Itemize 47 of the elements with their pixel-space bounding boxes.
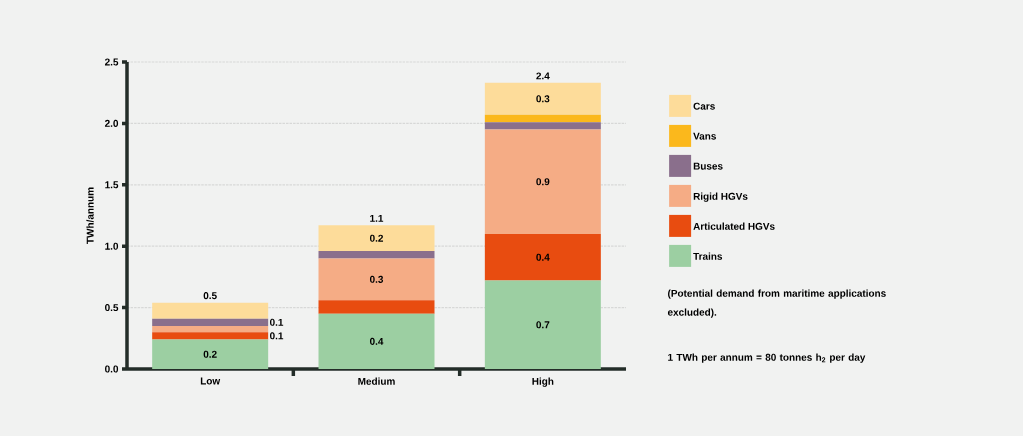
bar [484, 280, 601, 369]
legend-label: Cars [693, 102, 715, 110]
data-label: 0.1 [269, 318, 284, 326]
y-tick-label: 1.5 [105, 181, 119, 189]
bar [318, 300, 435, 314]
bar [152, 318, 269, 327]
bar [484, 82, 601, 115]
bar [484, 122, 601, 130]
bar [484, 114, 601, 123]
bar [318, 225, 435, 252]
bar [484, 129, 601, 234]
legend-label: Buses [693, 162, 723, 170]
bar [318, 251, 435, 259]
y-axis-title: TWh/annum [86, 187, 94, 244]
y-tick-label: 2.0 [104, 119, 119, 127]
legend-label: Rigid HGVs [693, 192, 748, 202]
legend-label: Articulated HGVs [693, 222, 775, 230]
legend-label: Vans [693, 132, 716, 140]
text: (Potential demand from maritime applications excluded). [667, 289, 886, 318]
y-tick-label: 0.0 [105, 365, 119, 373]
total-label: 2.4 [536, 72, 550, 80]
data-label: 0.1 [269, 332, 284, 340]
data-label: 0.4 [536, 253, 550, 261]
data-label: 0.3 [536, 95, 550, 103]
data-label: 0.9 [536, 178, 550, 186]
data-label: 0.2 [203, 350, 217, 358]
bar [152, 326, 269, 333]
data-label: 0.7 [536, 321, 550, 329]
bar [152, 302, 269, 319]
x-tick-label: Low [200, 377, 221, 385]
bar [152, 339, 269, 369]
data-label: 0.4 [369, 337, 384, 345]
bar [152, 332, 269, 340]
y-tick-label: 1.0 [105, 242, 119, 250]
bar [318, 313, 435, 369]
data-label: 0.2 [369, 234, 384, 242]
x-tick-label: Medium [358, 377, 395, 385]
total-label: 1.1 [370, 214, 384, 222]
text: 1 TWh per annum = 80 tonnes h$_{2}$ per day [668, 353, 866, 363]
x-tick-label: High [532, 377, 554, 387]
total-label: 0.5 [203, 292, 217, 300]
y-tick-label: 2.5 [104, 58, 119, 66]
bar [484, 233, 601, 281]
data-label: 0.3 [369, 275, 384, 283]
y-tick-label: 0.5 [105, 304, 119, 312]
legend-label: Trains [693, 252, 723, 260]
bar [318, 258, 435, 301]
